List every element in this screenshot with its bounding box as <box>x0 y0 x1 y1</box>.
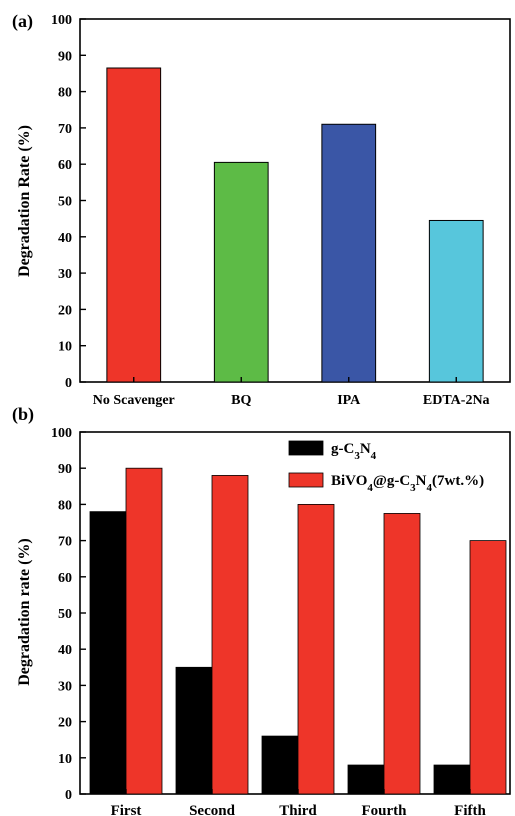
panel-a-ytick-label: 30 <box>58 267 72 282</box>
panel-b-bar-bivo4-composite <box>125 467 163 795</box>
panel-a-ytick-label: 40 <box>58 231 72 246</box>
panel-b-ytick-label: 10 <box>58 752 72 767</box>
panel-a-bar <box>213 161 269 383</box>
panel-a-category-label: BQ <box>231 393 251 408</box>
panel-b-bar-bivo4-composite <box>469 540 507 795</box>
panel-a-category-label: EDTA-2Na <box>423 393 490 408</box>
panel-b-ytick-label: 60 <box>58 571 72 586</box>
panel-b-category-label: Second <box>189 803 236 816</box>
panel-b-category-label: Third <box>279 803 317 816</box>
panel-b-ytick-label: 20 <box>58 716 72 731</box>
panel-b-ytick-label: 80 <box>58 498 72 513</box>
panel-b-bar-bivo4-composite <box>383 513 421 795</box>
panel-a-ytick-label: 90 <box>58 49 72 64</box>
panel-a-category-label: No Scavenger <box>93 393 175 408</box>
panel-b-chart: (b) Degradation rate (%) g-C3N4 BiVO4@g-C… <box>12 404 511 816</box>
panel-b-ytick-label: 30 <box>58 679 72 694</box>
panel-a-bar <box>106 67 162 383</box>
panel-b-legend-label: g-C3N4 <box>331 441 377 462</box>
panel-a-ytick-label: 80 <box>58 86 72 101</box>
panel-b-ytick-label: 90 <box>58 462 72 477</box>
panel-a-ytick-label: 50 <box>58 195 72 210</box>
panel-a-bar <box>321 123 377 383</box>
panel-a-category-label: IPA <box>337 393 361 408</box>
panel-a-ytick-label: 0 <box>65 376 72 391</box>
panel-b-bar-g-c3n4 <box>89 511 127 795</box>
panel-b-legend-swatch <box>288 472 324 488</box>
panel-a-ytick-label: 70 <box>58 122 72 137</box>
panel-b-legend-label: BiVO4@g-C3N4(7wt.%) <box>331 473 484 494</box>
panel-b-legend-swatch <box>288 440 324 456</box>
panel-a-ytick-label: 20 <box>58 303 72 318</box>
panel-a-ylabel: Degradation Rate (%) <box>16 125 33 277</box>
panel-b-ytick-label: 0 <box>65 788 72 803</box>
panel-a-ytick-label: 60 <box>58 158 72 173</box>
panel-b-category-label: Fourth <box>362 803 408 816</box>
panel-b-ytick-label: 40 <box>58 643 72 658</box>
panel-a-ytick-label: 10 <box>58 340 72 355</box>
panel-a-chart: (a) Degradation Rate (%) 0 10 20 30 40 50 60 70… <box>12 11 511 408</box>
panel-b-bar-bivo4-composite <box>211 475 249 795</box>
panel-b-bar-g-c3n4 <box>347 764 385 795</box>
panel-a-bar <box>428 219 484 383</box>
panel-b-category-label: Fifth <box>454 803 486 816</box>
panel-b-ytick-label: 50 <box>58 607 72 622</box>
panel-a-label: (a) <box>12 11 33 32</box>
panel-b-ytick-label: 70 <box>58 535 72 550</box>
panel-b-bar-g-c3n4 <box>175 666 213 795</box>
panel-b-category-label: First <box>111 803 142 816</box>
panel-a-ytick-label: 100 <box>51 13 72 28</box>
panel-b-legend: g-C3N4 BiVO4@g-C3N4(7wt.%) <box>288 440 484 494</box>
panel-b-ytick-label: 100 <box>51 426 72 441</box>
panel-b-label: (b) <box>12 404 34 425</box>
panel-b-bar-g-c3n4 <box>433 764 471 795</box>
panel-b-bar-g-c3n4 <box>261 735 299 795</box>
panel-b-ylabel: Degradation rate (%) <box>16 538 33 686</box>
panel-b-bar-bivo4-composite <box>297 503 335 795</box>
